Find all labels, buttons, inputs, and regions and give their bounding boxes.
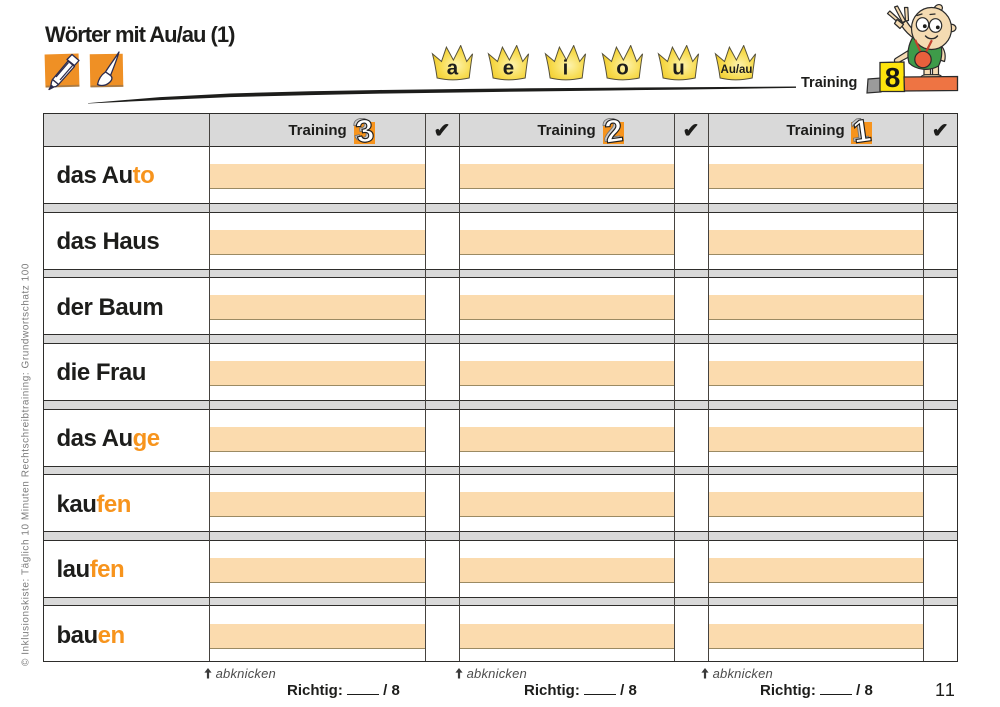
svg-text:1: 1 [850,118,873,150]
svg-text:o: o [616,56,629,79]
svg-text:2: 2 [601,118,623,149]
svg-text:8: 8 [885,62,901,93]
svg-text:u: u [673,56,686,79]
svg-text:Au/au: Au/au [721,63,753,75]
svg-text:2: 2 [603,118,626,150]
svg-text:e: e [503,56,514,79]
svg-text:3: 3 [354,118,377,150]
svg-text:3: 3 [352,118,374,149]
svg-text:1: 1 [849,118,871,149]
svg-text:i: i [563,56,569,79]
svg-text:a: a [446,56,458,79]
